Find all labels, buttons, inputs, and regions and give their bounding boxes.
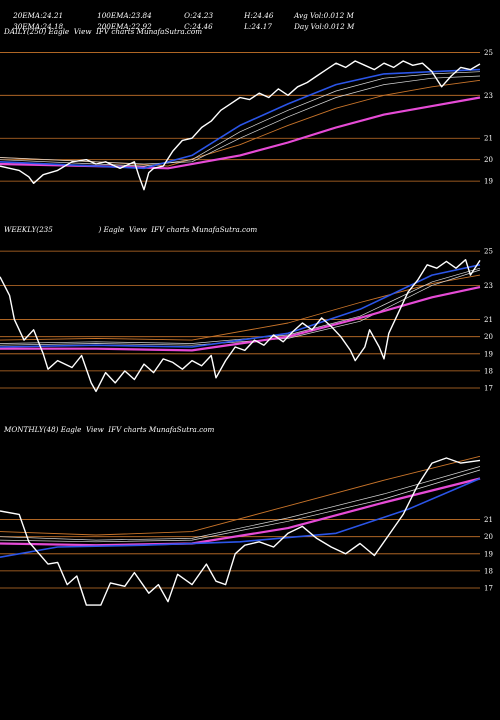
ema200-value: 22.92 [131, 22, 152, 31]
ema20-value: 24.21 [42, 11, 64, 20]
close-label: C: [184, 22, 193, 31]
price-line-0 [0, 457, 481, 606]
ema-mid-line-0 [0, 274, 481, 341]
ema-light-line-1 [0, 75, 481, 165]
y-tick-label: 18 [484, 567, 493, 575]
low-value: 24.17 [251, 22, 272, 31]
monthly-chart: 21 20 19 18 17 [0, 455, 493, 606]
avg-vol-label: Avg Vol: [294, 11, 324, 20]
ema100-value: 23.84 [131, 11, 152, 20]
ema20-readout: 20EMA:24.21 [4, 2, 63, 29]
price-line-0 [0, 259, 481, 393]
close-value: 24.46 [192, 22, 213, 31]
y-tick-label: 19 [484, 350, 493, 358]
avg-vol-value: 0.012 M [323, 11, 354, 20]
ema200-readout: 200EMA:22.92 [88, 13, 152, 40]
open-label: O: [184, 11, 193, 20]
ema-fast-line-0 [0, 264, 481, 348]
ema-fast-line-0 [0, 68, 481, 170]
monthly-panel-label: MONTHLY(48) Eagle View IFV charts Munafa… [4, 425, 215, 434]
ema-light-line-0 [0, 469, 481, 543]
ema100-readout: 100EMA:23.84 [88, 2, 152, 29]
ema20-label: 20EMA: [13, 11, 43, 20]
y-tick-label: 17 [484, 585, 493, 593]
y-tick-label: 20 [484, 333, 493, 341]
y-tick-label: 23 [484, 92, 493, 100]
ema-mid-line-0 [0, 79, 481, 167]
daily-chart: 25 23 21 20 19 [0, 49, 493, 191]
y-tick-label: 18 [484, 367, 493, 375]
ema-slow-line-0 [0, 96, 481, 170]
ema100-label: 100EMA: [97, 11, 132, 20]
ema-mid-line-0 [0, 455, 481, 536]
weekly-panel-label: WEEKLY(235 ) Eagle View IFV charts Munaf… [4, 225, 258, 234]
ema200-label: 200EMA: [97, 22, 132, 31]
avg-vol-readout: Avg Vol:0.012 M [285, 2, 354, 29]
y-tick-label: 17 [484, 385, 493, 393]
day-vol-label: Day Vol: [294, 22, 325, 31]
y-tick-label: 19 [484, 550, 493, 558]
ema-light-line-1 [0, 466, 481, 541]
open-value: 24.23 [192, 11, 214, 20]
ema30-value: 24.18 [42, 22, 64, 31]
ema-light-line-0 [0, 269, 481, 346]
ema-light-line-1 [0, 267, 481, 344]
price-line-0 [0, 60, 481, 191]
y-tick-label: 23 [484, 282, 493, 290]
high-readout: H:24.46 [235, 2, 273, 29]
daily-panel-label: DAILY(250) Eagle View IFV charts MunafaS… [4, 27, 203, 36]
y-tick-label: 25 [484, 248, 493, 256]
high-label: H: [244, 11, 253, 20]
weekly-chart: 25 23 21 20 19 18 17 [0, 248, 493, 393]
ema-fast-line-0 [0, 477, 481, 558]
y-tick-label: 20 [484, 533, 493, 541]
low-label: L: [244, 22, 252, 31]
close-readout: C:24.46 [175, 13, 213, 40]
y-tick-label: 19 [484, 178, 493, 186]
ema30-readout: 30EMA:24.18 [4, 13, 63, 40]
high-value: 24.46 [252, 11, 274, 20]
y-tick-label: 20 [484, 156, 493, 164]
ema-slow-line-0 [0, 477, 481, 547]
y-tick-label: 21 [484, 316, 493, 324]
day-vol-readout: Day Vol:0.012 M [285, 13, 354, 40]
ema-light-line-0 [0, 71, 481, 167]
y-tick-label: 25 [484, 49, 493, 57]
low-readout: L:24.17 [235, 13, 272, 40]
y-tick-label: 21 [484, 135, 493, 143]
ema30-label: 30EMA: [13, 22, 43, 31]
y-tick-label: 21 [484, 516, 493, 524]
day-vol-value: 0.012 M [324, 22, 355, 31]
open-readout: O:24.23 [175, 2, 213, 29]
